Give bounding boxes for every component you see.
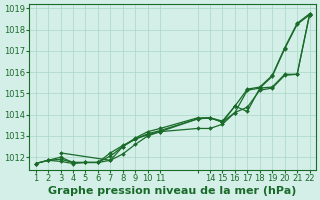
- X-axis label: Graphe pression niveau de la mer (hPa): Graphe pression niveau de la mer (hPa): [48, 186, 297, 196]
